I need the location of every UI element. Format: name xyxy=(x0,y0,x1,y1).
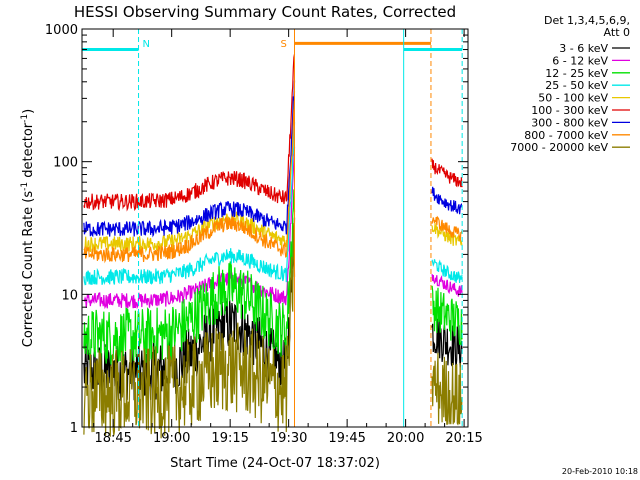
series-3-segment-2 xyxy=(431,285,463,346)
legend-label-6: 100 - 300 keV xyxy=(531,104,608,117)
series-5-segment-2 xyxy=(431,223,463,247)
x-tick-label-3: 19:15 xyxy=(211,431,248,446)
legend-label-2: 6 - 12 keV xyxy=(552,54,608,67)
marker-n2 xyxy=(403,29,463,427)
series-4-segment-2 xyxy=(431,259,463,284)
axis-layer: 18:45 19:00 19:15 19:30 19:45 20:00 20:15 1 10 10… xyxy=(45,23,483,446)
legend-label-4: 25 - 50 keV xyxy=(545,79,608,92)
x-tick-label-2: 19:00 xyxy=(153,431,190,446)
x-tick-label-6: 20:00 xyxy=(387,431,424,446)
series-5 xyxy=(83,91,463,253)
legend-header-line2: Att 0 xyxy=(604,26,630,39)
plot-frame xyxy=(81,28,469,428)
series-5-segment-1 xyxy=(83,91,296,253)
series-9-segment-2 xyxy=(431,352,463,426)
series-9-segment-1 xyxy=(83,222,296,439)
y-tick-label-2: 10 xyxy=(61,288,78,303)
series-6-segment-2 xyxy=(431,158,463,188)
y-tick-label-4: 1000 xyxy=(45,23,78,38)
chart-title: HESSI Observing Summary Count Rates, Cor… xyxy=(74,3,456,21)
y-axis-label-end: ) xyxy=(21,109,36,114)
series-8-segment-1 xyxy=(83,109,296,264)
y-axis-label-main: Corrected Count Rate (s xyxy=(21,191,36,348)
x-axis-label: Start Time (24-Oct-07 18:37:02) xyxy=(170,456,380,471)
marker-n-label: N xyxy=(143,39,150,50)
footer-date: 20-Feb-2010 10:18 xyxy=(562,467,638,476)
series-8 xyxy=(83,109,463,264)
series-3 xyxy=(83,189,463,366)
series-4-segment-1 xyxy=(83,121,296,286)
series-8-segment-2 xyxy=(431,215,463,242)
series-3-segment-1 xyxy=(83,189,296,366)
series-4 xyxy=(83,121,463,286)
series-7-segment-1 xyxy=(83,80,296,238)
x-tick-label-1: 18:45 xyxy=(94,431,131,446)
series-2-segment-2 xyxy=(431,274,463,297)
y-axis-label-sup2: -1 xyxy=(20,114,30,123)
x-tick-label-5: 19:45 xyxy=(328,431,365,446)
y-tick-label-3: 100 xyxy=(53,156,78,171)
legend-label-7: 300 - 800 keV xyxy=(531,116,608,129)
x-tick-label-4: 19:30 xyxy=(270,431,307,446)
legend-label-8: 800 - 7000 keV xyxy=(524,129,608,142)
series-6-segment-1 xyxy=(83,54,296,212)
legend-header-line1: Det 1,3,4,5,6,9, xyxy=(544,14,630,27)
marker-s-label: S xyxy=(280,39,286,50)
marker-s: S xyxy=(280,29,432,427)
y-axis-label-mid: detector xyxy=(21,122,36,182)
series-7-segment-2 xyxy=(431,186,463,215)
y-axis-label-sup1: -1 xyxy=(20,182,30,191)
y-axis-label: Corrected Count Rate (s-1 detector-1) xyxy=(20,109,36,347)
legend-label-3: 12 - 25 keV xyxy=(545,67,608,80)
legend-label-1: 3 - 6 keV xyxy=(559,42,608,55)
legend-label-5: 50 - 100 keV xyxy=(538,92,608,105)
series-7 xyxy=(83,80,463,238)
series-6 xyxy=(83,54,463,212)
series-9 xyxy=(83,222,463,439)
y-tick-label-1: 1 xyxy=(70,421,78,436)
legend-label-9: 7000 - 20000 keV xyxy=(510,141,608,154)
x-tick-label-7: 20:15 xyxy=(445,431,482,446)
